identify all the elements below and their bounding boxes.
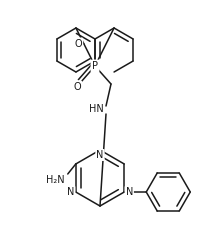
Text: H₂N: H₂N xyxy=(46,175,65,185)
Text: N: N xyxy=(126,187,133,197)
Text: HN: HN xyxy=(89,104,103,114)
Text: P: P xyxy=(92,61,98,71)
Text: O: O xyxy=(73,82,81,92)
Text: O: O xyxy=(74,39,82,49)
Text: N: N xyxy=(96,150,104,160)
Text: N: N xyxy=(67,187,74,197)
